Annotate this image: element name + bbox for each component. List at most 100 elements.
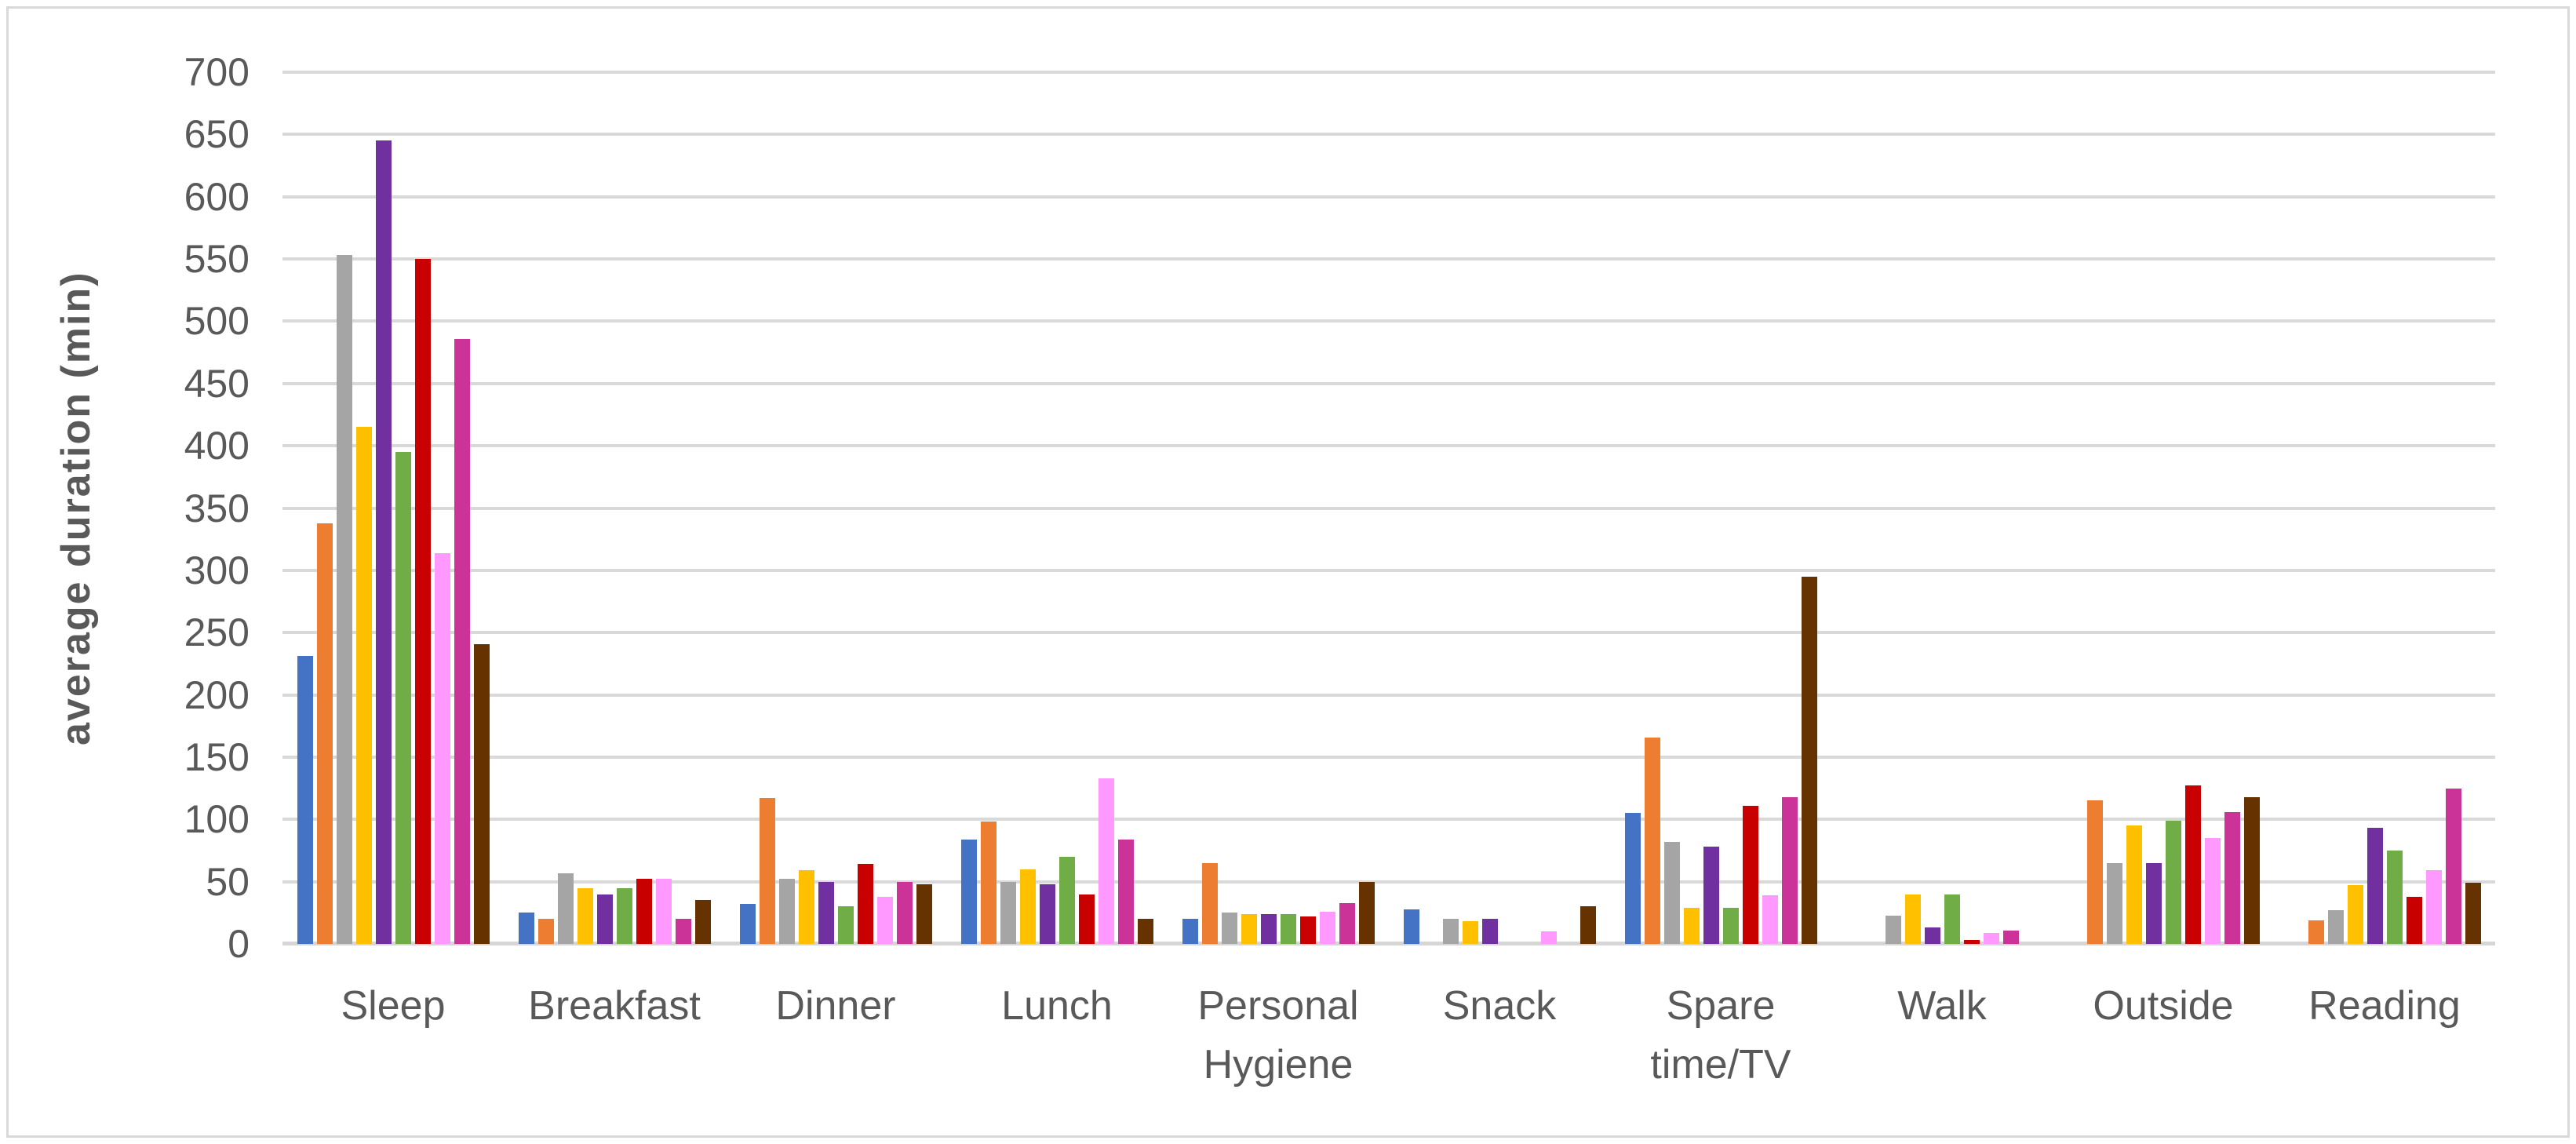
bar-series-4-gold-category-10 xyxy=(2347,885,2363,944)
x-axis-label-1: Sleep xyxy=(341,983,446,1029)
bar-series-10-brown-category-5 xyxy=(1358,881,1375,944)
y-tick-label-150: 150 xyxy=(184,734,250,779)
bar-series-8-light-pink-category-4 xyxy=(1098,778,1114,944)
bar-series-5-purple-category-8 xyxy=(1924,927,1940,944)
bar-group-6 xyxy=(1389,72,1610,944)
bar-series-8-light-pink-category-5 xyxy=(1319,911,1335,944)
bar-series-8-light-pink-category-6 xyxy=(1540,931,1557,944)
y-gridline-500 xyxy=(282,319,2495,323)
x-axis-label-3: Dinner xyxy=(775,983,896,1029)
bar-series-1-blue-category-1 xyxy=(297,656,313,944)
bar-series-7-red-category-3 xyxy=(857,864,873,944)
x-axis: Sleep Breakfast Dinner Lunch Personal Hygien… xyxy=(282,977,2495,1095)
y-gridline-700 xyxy=(282,71,2495,74)
bar-series-7-red-category-7 xyxy=(1742,805,1758,944)
bar-series-6-green-category-1 xyxy=(395,452,411,944)
y-tick-label-500: 500 xyxy=(184,299,250,344)
bar-series-2-orange-category-10 xyxy=(2308,920,2324,944)
bar-series-3-gray-category-1 xyxy=(336,255,352,944)
bar-series-7-red-category-1 xyxy=(414,259,431,944)
y-gridline-350 xyxy=(282,506,2495,510)
bar-series-1-blue-category-5 xyxy=(1182,919,1198,944)
gridlines xyxy=(282,71,2495,945)
bar-series-7-red-category-9 xyxy=(2184,785,2201,944)
y-gridline-50 xyxy=(282,880,2495,884)
bar-series-6-green-category-3 xyxy=(837,906,854,944)
x-axis-label-10: Reading xyxy=(2308,983,2461,1029)
y-gridline-100 xyxy=(282,818,2495,822)
y-tick-label-650: 650 xyxy=(184,112,250,157)
y-gridline-450 xyxy=(282,381,2495,385)
bar-group-1 xyxy=(282,72,504,944)
y-gridline-650 xyxy=(282,133,2495,137)
bar-series-7-red-category-8 xyxy=(1963,940,1980,944)
x-axis-label-6: Snack xyxy=(1442,983,1557,1029)
bar-series-10-brown-category-2 xyxy=(694,900,711,944)
plot-area xyxy=(282,71,2495,945)
bar-series-6-green-category-9 xyxy=(2165,820,2181,944)
bar-group-2 xyxy=(504,72,725,944)
bar-series-2-orange-category-4 xyxy=(980,822,997,944)
chart-frame xyxy=(6,6,2570,1138)
bar-series-1-blue-category-6 xyxy=(1403,909,1419,944)
bar-series-6-green-category-7 xyxy=(1722,907,1739,944)
bar-series-4-gold-category-5 xyxy=(1241,913,1257,944)
bar-series-8-light-pink-category-2 xyxy=(655,879,672,944)
x-axis-label-7: Spare time/TV xyxy=(1650,983,1791,1088)
bar-series-2-orange-category-1 xyxy=(316,523,333,944)
bar-series-9-magenta-category-1 xyxy=(454,338,470,944)
y-gridline-550 xyxy=(282,257,2495,261)
bar-series-6-green-category-4 xyxy=(1058,856,1075,944)
bar-series-9-magenta-category-3 xyxy=(896,881,913,944)
bar-series-4-gold-category-9 xyxy=(2126,825,2142,944)
bar-series-6-green-category-5 xyxy=(1280,913,1296,944)
bar-series-9-magenta-category-10 xyxy=(2445,788,2461,944)
bar-series-1-blue-category-3 xyxy=(739,904,756,944)
bar-group-5 xyxy=(1168,72,1389,944)
bar-group-7 xyxy=(1610,72,1831,944)
y-gridline-250 xyxy=(282,631,2495,635)
bar-series-8-light-pink-category-7 xyxy=(1762,895,1778,944)
bar-series-5-purple-category-10 xyxy=(2366,828,2383,944)
bar-series-3-gray-category-3 xyxy=(778,879,795,944)
bar-series-3-gray-category-5 xyxy=(1221,913,1237,944)
y-tick-label-250: 250 xyxy=(184,610,250,655)
bar-series-7-red-category-10 xyxy=(2406,896,2422,944)
bar-series-9-magenta-category-7 xyxy=(1781,796,1798,944)
bar-series-9-magenta-category-2 xyxy=(675,919,691,944)
bar-group-8 xyxy=(1831,72,2053,944)
y-gridline-300 xyxy=(282,568,2495,572)
x-axis-label-4: Lunch xyxy=(1001,983,1113,1029)
bar-series-9-magenta-category-9 xyxy=(2224,811,2240,944)
bar-series-3-gray-category-4 xyxy=(1000,881,1016,944)
y-tick-label-300: 300 xyxy=(184,548,250,592)
bar-series-1-blue-category-4 xyxy=(960,839,977,944)
bar-series-8-light-pink-category-1 xyxy=(434,552,450,944)
bar-group-9 xyxy=(2053,72,2274,944)
bar-series-5-purple-category-5 xyxy=(1260,913,1277,944)
bar-groups xyxy=(282,72,2495,944)
bar-series-7-red-category-2 xyxy=(636,879,652,944)
bar-series-10-brown-category-7 xyxy=(1801,576,1817,944)
bar-series-5-purple-category-2 xyxy=(596,894,613,944)
bar-series-10-brown-category-10 xyxy=(2465,883,2481,944)
bar-series-2-orange-category-9 xyxy=(2086,800,2103,944)
y-tick-label-550: 550 xyxy=(184,237,250,282)
bar-series-4-gold-category-4 xyxy=(1019,869,1036,944)
bar-series-9-magenta-category-8 xyxy=(2002,930,2019,944)
y-gridline-200 xyxy=(282,693,2495,697)
bar-series-10-brown-category-9 xyxy=(2243,796,2260,944)
bar-group-3 xyxy=(725,72,946,944)
bar-series-3-gray-category-9 xyxy=(2106,862,2122,944)
y-gridline-400 xyxy=(282,444,2495,448)
bar-series-1-blue-category-7 xyxy=(1624,813,1641,944)
x-axis-label-8: Walk xyxy=(1897,983,1987,1029)
bar-series-8-light-pink-category-3 xyxy=(876,896,893,944)
bar-series-1-blue-category-2 xyxy=(518,913,534,944)
bar-series-2-orange-category-7 xyxy=(1644,737,1660,944)
bar-series-4-gold-category-6 xyxy=(1462,921,1478,944)
bar-series-10-brown-category-6 xyxy=(1579,906,1596,944)
y-axis: 0 50 100 150 200 250 300 350 400 450 500 550 600 650 7… xyxy=(0,53,250,964)
bar-series-4-gold-category-1 xyxy=(355,427,372,944)
